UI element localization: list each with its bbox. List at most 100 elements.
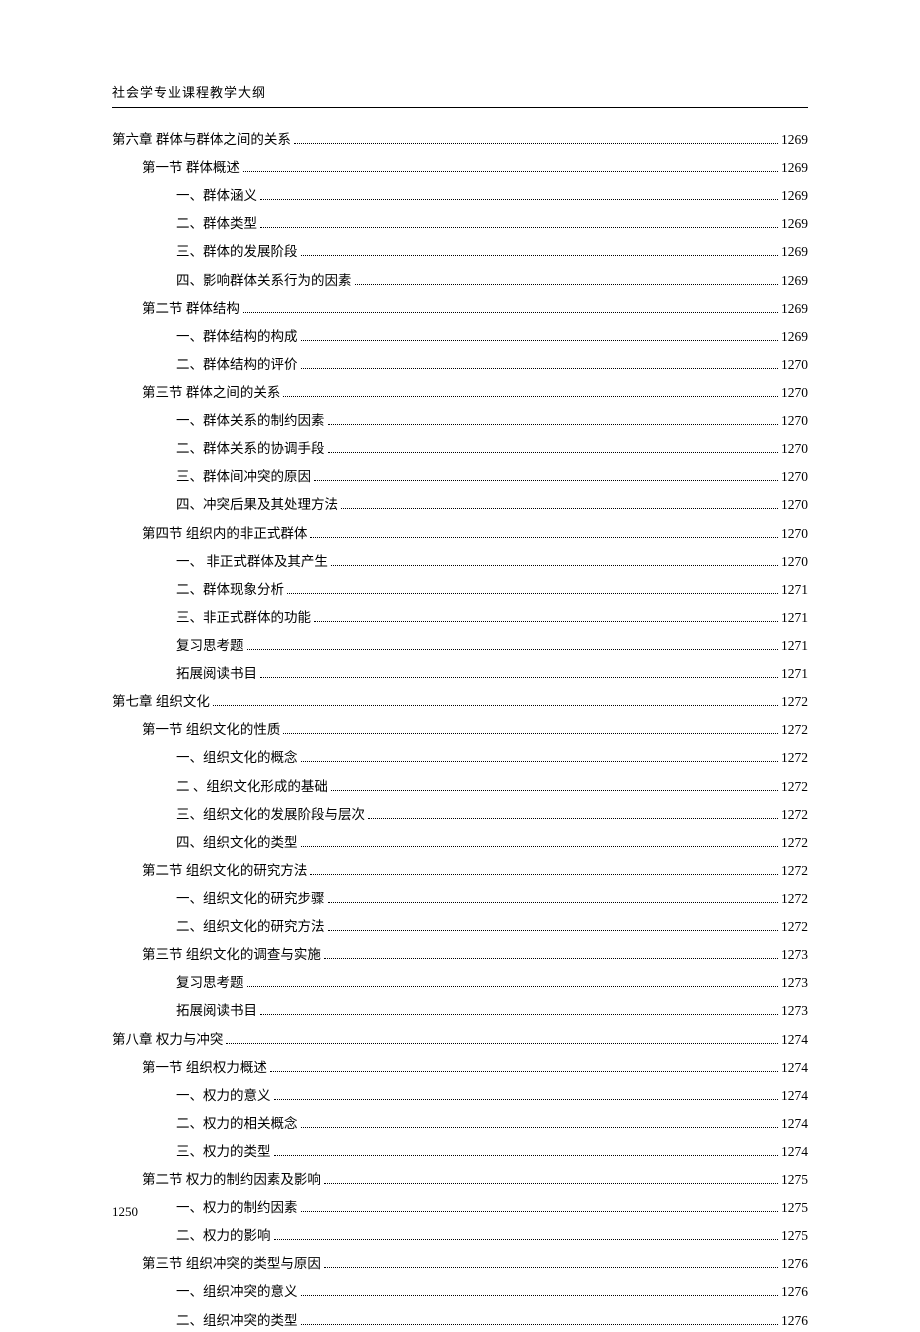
toc-entry-title: 三、权力的类型 <box>176 1142 271 1163</box>
toc-entry-page: 1270 <box>781 552 808 573</box>
toc-entry-page: 1275 <box>781 1198 808 1219</box>
toc-entry-page: 1272 <box>781 777 808 798</box>
toc-entry: 复习思考题1273 <box>112 973 808 994</box>
toc-entry: 第三节 组织文化的调查与实施1273 <box>112 945 808 966</box>
toc-entry: 复习思考题 1271 <box>112 636 808 657</box>
toc-entry-page: 1272 <box>781 720 808 741</box>
toc-leader-dots <box>310 874 778 875</box>
toc-entry-title: 第三节 群体之间的关系 <box>142 383 280 404</box>
toc-entry-title: 一、群体涵义 <box>176 186 257 207</box>
toc-entry: 第二节 权力的制约因素及影响1275 <box>112 1170 808 1191</box>
toc-entry: 三、非正式群体的功能1271 <box>112 608 808 629</box>
toc-entry-page: 1273 <box>781 973 808 994</box>
toc-entry-page: 1270 <box>781 495 808 516</box>
document-page: 社会学专业课程教学大纲 第六章 群体与群体之间的关系1269 第一节 群体概述 12… <box>0 0 920 1332</box>
toc-entry-page: 1276 <box>781 1311 808 1332</box>
toc-entry-title: 第一节 组织权力概述 <box>142 1058 267 1079</box>
toc-entry-title: 第二节 群体结构 <box>142 299 240 320</box>
toc-entry: 四、影响群体关系行为的因素1269 <box>112 271 808 292</box>
toc-entry: 四、冲突后果及其处理方法 1270 <box>112 495 808 516</box>
toc-entry: 二、群体结构的评价1270 <box>112 355 808 376</box>
toc-entry-page: 1270 <box>781 383 808 404</box>
toc-entry-title: 二、权力的影响 <box>176 1226 271 1247</box>
toc-leader-dots <box>328 452 779 453</box>
toc-entry-title: 二、组织文化的研究方法 <box>176 917 325 938</box>
toc-entry-title: 一、 非正式群体及其产生 <box>176 552 328 573</box>
toc-entry-title: 第二节 权力的制约因素及影响 <box>142 1170 321 1191</box>
toc-entry: 三、群体间冲突的原因1270 <box>112 467 808 488</box>
toc-entry-title: 第一节 群体概述 <box>142 158 240 179</box>
toc-entry-title: 一、组织文化的研究步骤 <box>176 889 325 910</box>
toc-entry-page: 1272 <box>781 833 808 854</box>
toc-entry: 四、组织文化的类型 1272 <box>112 833 808 854</box>
toc-entry: 拓展阅读书目1271 <box>112 664 808 685</box>
toc-entry-title: 一、权力的制约因素 <box>176 1198 298 1219</box>
toc-entry: 三、组织文化的发展阶段与层次1272 <box>112 805 808 826</box>
toc-leader-dots <box>294 143 778 144</box>
toc-entry: 第一节 组织权力概述 1274 <box>112 1058 808 1079</box>
toc-leader-dots <box>324 1267 778 1268</box>
toc-entry: 二、组织冲突的类型1276 <box>112 1311 808 1332</box>
toc-entry-title: 一、组织文化的概念 <box>176 748 298 769</box>
toc-entry-page: 1271 <box>781 608 808 629</box>
toc-entry-page: 1271 <box>781 636 808 657</box>
toc-leader-dots <box>274 1155 779 1156</box>
toc-entry: 二 、组织文化形成的基础1272 <box>112 777 808 798</box>
toc-entry: 第六章 群体与群体之间的关系1269 <box>112 130 808 151</box>
toc-leader-dots <box>310 537 778 538</box>
toc-entry-page: 1269 <box>781 158 808 179</box>
toc-entry-title: 第四节 组织内的非正式群体 <box>142 524 307 545</box>
toc-entry: 一、群体关系的制约因素1270 <box>112 411 808 432</box>
toc-entry: 拓展阅读书目1273 <box>112 1001 808 1022</box>
toc-entry-page: 1274 <box>781 1086 808 1107</box>
toc-leader-dots <box>301 340 779 341</box>
toc-entry-page: 1269 <box>781 186 808 207</box>
toc-leader-dots <box>287 593 778 594</box>
toc-entry: 二、组织文化的研究方法1272 <box>112 917 808 938</box>
toc-leader-dots <box>274 1099 779 1100</box>
toc-entry-title: 复习思考题 <box>176 636 244 657</box>
toc-entry: 二、群体关系的协调手段1270 <box>112 439 808 460</box>
toc-entry-title: 二、权力的相关概念 <box>176 1114 298 1135</box>
toc-entry-page: 1274 <box>781 1114 808 1135</box>
toc-entry-title: 一、组织冲突的意义 <box>176 1282 298 1303</box>
toc-entry: 第一节 群体概述 1269 <box>112 158 808 179</box>
toc-entry-page: 1272 <box>781 692 808 713</box>
toc-entry: 一、组织文化的研究步骤1272 <box>112 889 808 910</box>
toc-entry-page: 1269 <box>781 130 808 151</box>
toc-entry-title: 二、群体现象分析 <box>176 580 284 601</box>
toc-leader-dots <box>243 312 778 313</box>
toc-leader-dots <box>301 255 779 256</box>
toc-entry-title: 四、冲突后果及其处理方法 <box>176 495 338 516</box>
toc-entry-page: 1273 <box>781 1001 808 1022</box>
toc-entry-page: 1272 <box>781 748 808 769</box>
toc-entry-page: 1269 <box>781 242 808 263</box>
toc-entry-title: 一、权力的意义 <box>176 1086 271 1107</box>
toc-entry: 一、权力的意义 1274 <box>112 1086 808 1107</box>
toc-leader-dots <box>301 1295 779 1296</box>
toc-entry-page: 1275 <box>781 1226 808 1247</box>
toc-leader-dots <box>301 1211 779 1212</box>
toc-entry: 第三节 群体之间的关系 1270 <box>112 383 808 404</box>
toc-leader-dots <box>301 1324 779 1325</box>
toc-entry-title: 第三节 组织冲突的类型与原因 <box>142 1254 321 1275</box>
toc-entry: 一、组织冲突的意义1276 <box>112 1282 808 1303</box>
toc-leader-dots <box>355 284 779 285</box>
table-of-contents: 第六章 群体与群体之间的关系1269 第一节 群体概述 1269 一、群体涵义 1269… <box>112 130 808 1332</box>
page-header: 社会学专业课程教学大纲 <box>112 82 808 108</box>
toc-leader-dots <box>283 396 778 397</box>
toc-leader-dots <box>324 1183 778 1184</box>
toc-entry-page: 1270 <box>781 411 808 432</box>
toc-leader-dots <box>247 649 779 650</box>
toc-leader-dots <box>243 171 778 172</box>
toc-entry: 一、群体结构的构成1269 <box>112 327 808 348</box>
toc-leader-dots <box>331 790 778 791</box>
toc-leader-dots <box>324 958 778 959</box>
toc-leader-dots <box>260 199 778 200</box>
toc-entry-title: 三、组织文化的发展阶段与层次 <box>176 805 365 826</box>
toc-leader-dots <box>341 508 778 509</box>
toc-entry-page: 1270 <box>781 524 808 545</box>
toc-entry-page: 1274 <box>781 1058 808 1079</box>
toc-leader-dots <box>260 677 778 678</box>
toc-entry-title: 四、组织文化的类型 <box>176 833 298 854</box>
